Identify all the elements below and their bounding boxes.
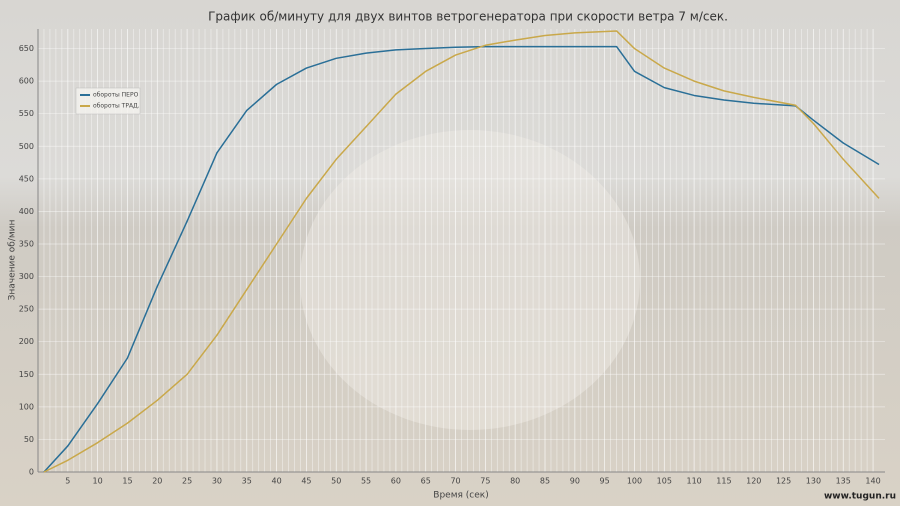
x-tick-label: 100 [627, 477, 642, 486]
x-tick-label: 70 [450, 477, 460, 486]
x-tick-label: 135 [836, 477, 851, 486]
x-tick-label: 30 [212, 477, 222, 486]
legend-label: обороты ПЕРО [93, 92, 139, 99]
x-tick-label: 10 [93, 477, 103, 486]
x-tick-label: 5 [65, 477, 70, 486]
y-tick-label: 650 [19, 44, 34, 53]
y-tick-label: 100 [19, 402, 34, 411]
y-tick-label: 300 [19, 272, 34, 281]
y-tick-label: 600 [19, 77, 34, 86]
x-tick-label: 60 [391, 477, 401, 486]
x-tick-label: 115 [716, 477, 731, 486]
y-tick-label: 350 [19, 239, 34, 248]
watermark: www.tugun.ru [824, 492, 896, 502]
x-tick-label: 130 [806, 477, 821, 486]
x-tick-label: 120 [746, 477, 761, 486]
background-shape [300, 130, 640, 430]
y-tick-label: 400 [19, 207, 34, 216]
x-tick-label: 140 [865, 477, 880, 486]
x-tick-label: 80 [510, 477, 520, 486]
y-tick-label: 0 [29, 468, 34, 477]
chart-title: График об/минуту для двух винтов ветроге… [208, 10, 728, 24]
y-tick-label: 500 [19, 142, 34, 151]
x-tick-label: 20 [152, 477, 162, 486]
x-tick-label: 65 [421, 477, 431, 486]
x-tick-label: 15 [122, 477, 132, 486]
x-tick-label: 125 [776, 477, 791, 486]
x-tick-label: 50 [331, 477, 341, 486]
x-tick-label: 75 [480, 477, 490, 486]
series-line [43, 30, 880, 473]
x-tick-label: 25 [182, 477, 192, 486]
x-tick-label: 45 [301, 477, 311, 486]
y-axis-label: Значение об/мин [8, 220, 18, 301]
y-tick-label: 550 [19, 109, 34, 118]
legend-label: обороты ТРАД. [93, 103, 140, 110]
x-tick-label: 85 [540, 477, 550, 486]
y-tick-label: 450 [19, 174, 34, 183]
x-tick-label: 35 [242, 477, 252, 486]
legend-box [75, 87, 141, 115]
series-line [43, 45, 880, 473]
x-tick-label: 90 [570, 477, 580, 486]
y-tick-label: 150 [19, 370, 34, 379]
x-tick-label: 110 [686, 477, 701, 486]
x-tick-label: 55 [361, 477, 371, 486]
x-tick-label: 95 [600, 477, 610, 486]
x-tick-label: 40 [271, 477, 281, 486]
x-axis-label: Время (сек) [433, 491, 488, 501]
y-tick-label: 50 [24, 435, 34, 444]
y-tick-label: 250 [19, 305, 34, 314]
y-tick-label: 200 [19, 337, 34, 346]
x-tick-label: 105 [657, 477, 672, 486]
